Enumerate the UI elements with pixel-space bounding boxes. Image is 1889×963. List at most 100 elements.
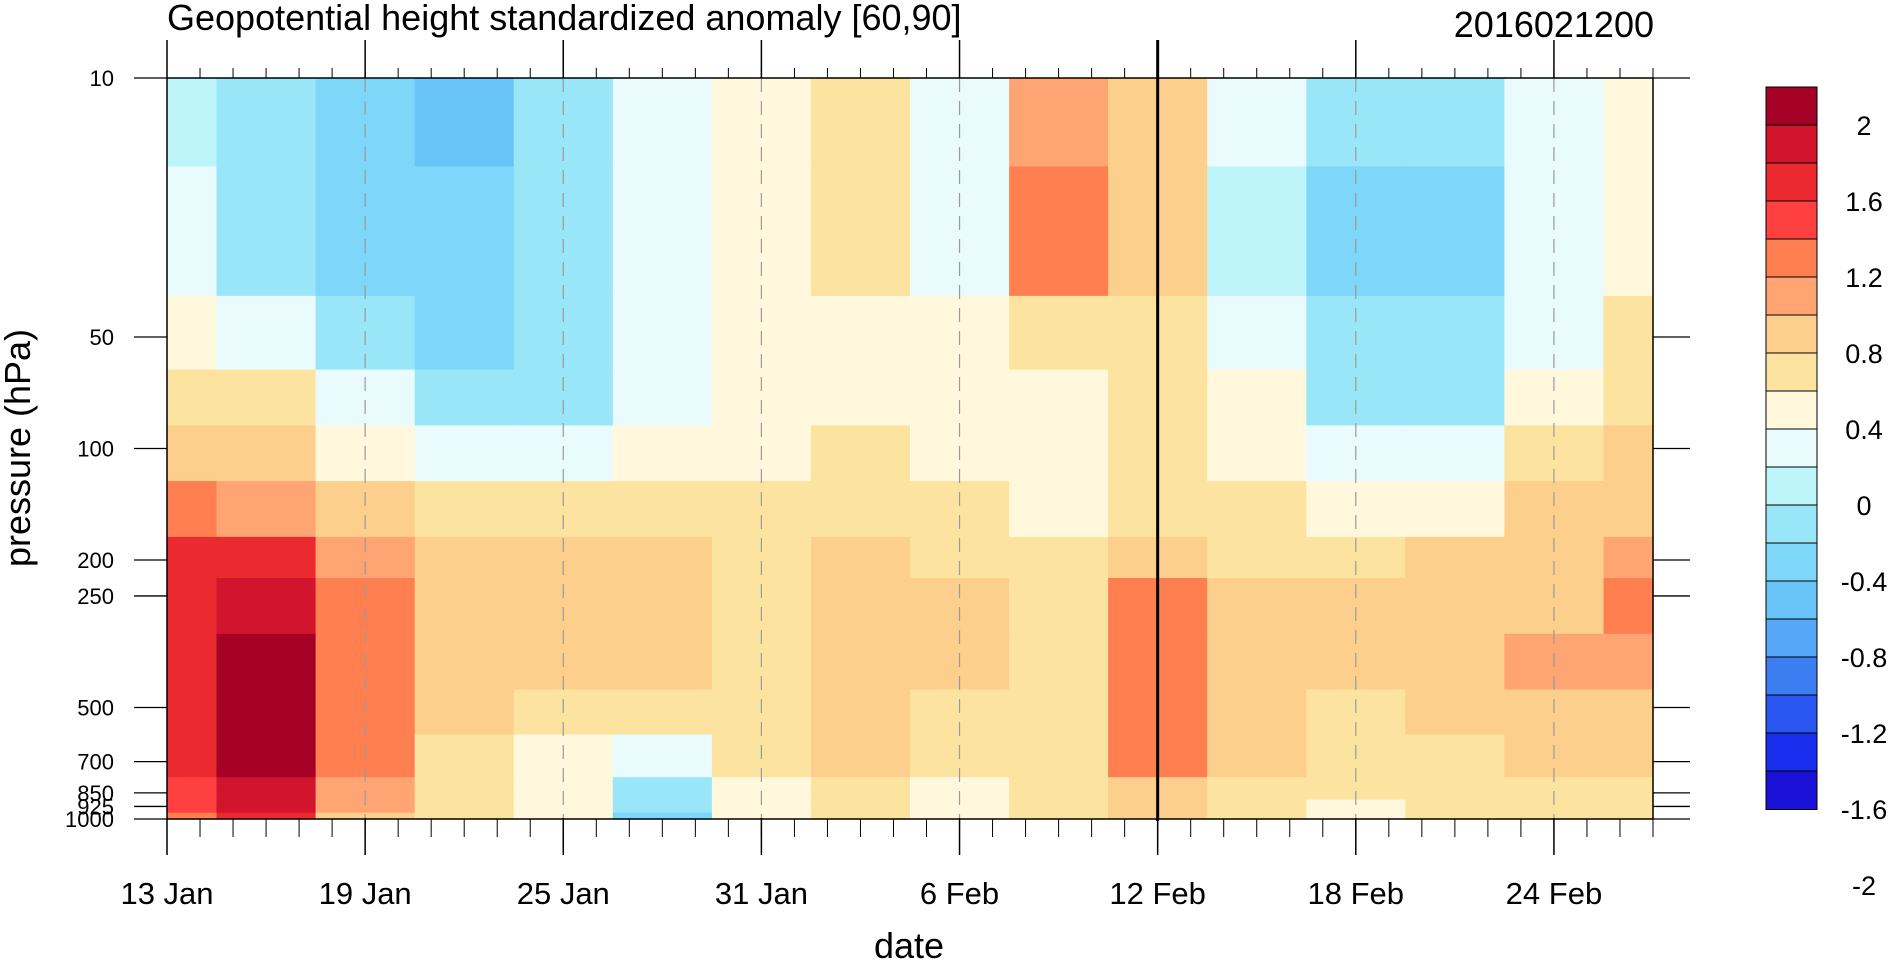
field-cell [1009,734,1109,778]
field-cell [1207,734,1307,778]
field-cell [167,689,218,736]
colorbar-label: -1.2 [1841,719,1888,749]
field-cell [1405,78,1505,167]
field-cell [612,369,713,426]
field-cell [216,481,317,538]
field-cell [1009,633,1109,691]
field-cell [1009,369,1109,426]
field-cell [612,425,713,482]
field-cell [1603,369,1654,426]
field-cell [1603,578,1654,635]
colorbar-swatch [1765,466,1818,506]
y-tick-label: 200 [77,548,114,573]
field-cell [711,799,812,814]
colorbar-swatch [1765,428,1818,468]
field-cell [711,481,812,538]
field-cell [810,689,911,736]
date-gridlines [364,78,1555,819]
field-cell [414,578,515,635]
field-cell [612,536,713,579]
field-cell [216,295,317,371]
field-cell [910,166,1010,297]
field-cell [1405,166,1505,297]
colorbar-label: 1.6 [1845,187,1883,217]
field-cell [216,633,317,691]
field-cell [216,425,317,482]
field-cell [1207,578,1307,635]
field-cell [1207,295,1307,371]
field-cell [1603,481,1654,538]
field-cell [1009,777,1109,801]
field-cell [513,799,614,814]
field-cell [1207,369,1307,426]
field-cell [167,369,218,426]
field-cell [1207,166,1307,297]
field-cell [910,481,1010,538]
field-cell [612,578,713,635]
x-tick-label: 31 Jan [715,876,808,911]
field-cell [1207,425,1307,482]
colorbar-swatch [1765,580,1818,620]
field-cell [513,777,614,801]
field-cell [216,166,317,297]
field-cell [810,777,911,801]
field-cell [1207,78,1307,167]
field-cell [612,734,713,778]
field-cell [216,799,317,814]
colorbar-swatch [1765,542,1818,582]
field-cell [1603,633,1654,691]
field-cell [612,689,713,736]
field-cell [216,689,317,736]
field-cell [1405,295,1505,371]
field-cell [167,812,218,820]
field-cell [216,734,317,778]
field-cell [1603,166,1654,297]
field-cell [1405,481,1505,538]
field-cell [1603,425,1654,482]
x-tick-label: 13 Jan [120,876,213,911]
y-tick-label: 250 [77,584,114,609]
colorbar-swatch [1765,276,1818,316]
field-cell [167,799,218,814]
field-cell [810,799,911,814]
y-tick-label: 50 [90,325,114,350]
field-cell [513,166,614,297]
colorbar-swatch [1765,124,1818,164]
field-cell [513,481,614,538]
field-cell [414,799,515,814]
field-cell [1207,633,1307,691]
field-cell [1405,734,1505,778]
field-cell [167,78,218,167]
field-cell [1207,689,1307,736]
field-cell [612,166,713,297]
field-cell [1405,425,1505,482]
field-cell [1405,633,1505,691]
field-cell [167,578,218,635]
colorbar-swatch [1765,770,1818,810]
field-cell [1306,481,1406,538]
field-cell [1405,799,1505,814]
x-axis-label: date [874,925,944,963]
field-cell [1405,812,1505,820]
field-cell [1306,777,1406,801]
y-tick-label: 700 [77,750,114,775]
field-cell [216,369,317,426]
field-cell [1009,536,1109,579]
field-cell [1009,295,1109,371]
field-cell [414,481,515,538]
field-cell [167,777,218,801]
field-cell [810,536,911,579]
field-cell [1603,536,1654,579]
field-cell [1504,166,1605,297]
field-cell [414,536,515,579]
field-cell [216,78,317,167]
axis-ticks: 13 Jan 19 Jan 25 Jan 31 Jan 6 Feb 12 Feb 18 Fe… [65,40,1690,911]
field-cell [910,799,1010,814]
y-axis-label: pressure (hPa) [0,329,38,567]
field-cell [414,78,515,167]
colorbar: 2 1.6 1.2 0.8 0.4 0 -0.4 -0.8 -1.2 -1.6 -2 [1765,86,1888,901]
field-cell [1009,425,1109,482]
y-tick-label: 500 [77,695,114,720]
field-cell [167,166,218,297]
field-cell [612,777,713,801]
